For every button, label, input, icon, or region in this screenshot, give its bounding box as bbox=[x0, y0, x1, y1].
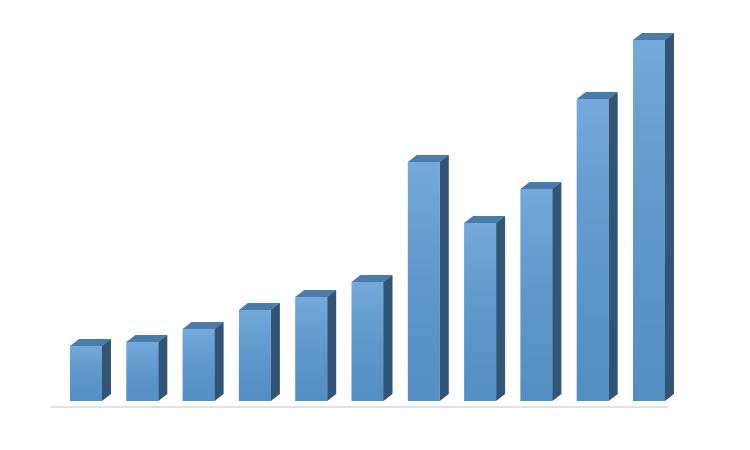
bar-top bbox=[633, 33, 674, 40]
bar-front-shade bbox=[182, 329, 215, 401]
bar-top bbox=[70, 339, 111, 346]
bar-front-shade bbox=[576, 99, 609, 401]
bar-side bbox=[270, 303, 280, 401]
bar-side bbox=[158, 335, 168, 401]
bar-top bbox=[464, 216, 506, 223]
bar bbox=[520, 182, 562, 401]
bar-top bbox=[407, 155, 449, 162]
bar bbox=[182, 322, 224, 401]
bar-front-shade bbox=[407, 162, 440, 401]
bar-front-shade bbox=[464, 223, 497, 401]
bar bbox=[351, 275, 393, 401]
bar-top bbox=[520, 182, 562, 189]
bar-top bbox=[126, 335, 168, 342]
bar-side bbox=[439, 155, 449, 401]
bar bbox=[238, 303, 280, 401]
bar-front-shade bbox=[633, 40, 665, 401]
bar-side bbox=[327, 290, 337, 401]
bar bbox=[70, 339, 111, 401]
bar-top bbox=[182, 322, 224, 329]
bar-top bbox=[295, 290, 337, 297]
bar-front-shade bbox=[351, 282, 384, 401]
bar bbox=[295, 290, 337, 401]
bar-side bbox=[552, 182, 562, 401]
bar-front-shade bbox=[70, 346, 102, 401]
bar bbox=[576, 92, 618, 401]
bar-side bbox=[608, 92, 618, 401]
bar-side bbox=[102, 339, 111, 401]
bar-side bbox=[214, 322, 224, 401]
bar bbox=[126, 335, 168, 401]
bar-front-shade bbox=[295, 297, 328, 401]
bar-side bbox=[496, 216, 506, 401]
bar-front-shade bbox=[126, 342, 159, 401]
bar bbox=[464, 216, 506, 401]
bar-top bbox=[238, 303, 280, 310]
bar-side bbox=[665, 33, 674, 401]
bar-front-shade bbox=[520, 189, 553, 401]
bar bbox=[633, 33, 674, 401]
bar-top bbox=[576, 92, 618, 99]
bar-top bbox=[351, 275, 393, 282]
bar bbox=[407, 155, 449, 401]
bar-side bbox=[383, 275, 393, 401]
bar-front-shade bbox=[238, 310, 271, 401]
